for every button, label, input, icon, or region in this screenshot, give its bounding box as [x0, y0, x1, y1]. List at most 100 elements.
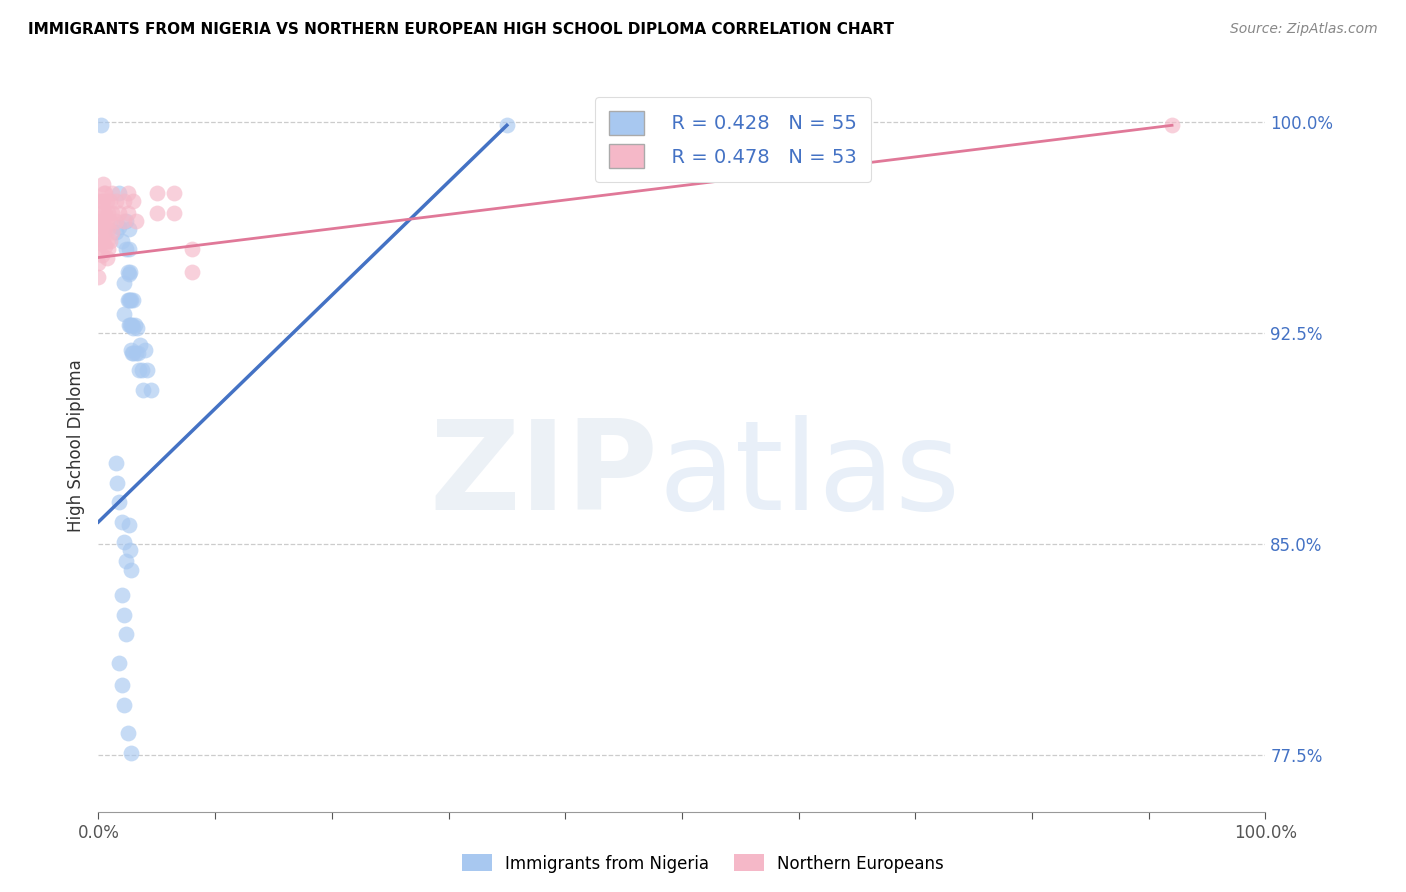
Point: [87, 242, 110, 256]
Point: [180, 242, 202, 256]
Point: [117, 264, 139, 278]
Point: [91, 234, 114, 248]
Point: [90, 214, 112, 228]
Point: [122, 293, 145, 307]
Point: [112, 534, 135, 549]
Text: ZIP: ZIP: [430, 415, 658, 536]
Point: [112, 276, 135, 290]
Point: [96, 234, 118, 248]
Text: Source: ZipAtlas.com: Source: ZipAtlas.com: [1230, 22, 1378, 37]
Point: [108, 205, 131, 219]
Point: [139, 383, 162, 397]
Point: [87, 227, 110, 242]
Point: [108, 186, 131, 200]
Point: [104, 194, 127, 209]
Point: [91, 214, 114, 228]
Point: [112, 194, 135, 209]
Point: [108, 495, 131, 509]
Point: [118, 318, 141, 332]
Point: [118, 517, 141, 532]
Legend:   R = 0.428   N = 55,   R = 0.478   N = 53: R = 0.428 N = 55, R = 0.478 N = 53: [595, 97, 870, 182]
Point: [115, 214, 138, 228]
Point: [101, 225, 124, 239]
Point: [112, 607, 135, 622]
Point: [124, 318, 146, 332]
Point: [129, 337, 152, 351]
Point: [98, 194, 121, 209]
Point: [131, 363, 153, 377]
Text: atlas: atlas: [658, 415, 960, 536]
Point: [98, 234, 121, 248]
Point: [87, 214, 110, 228]
Point: [118, 293, 141, 307]
Point: [98, 214, 121, 228]
Point: [122, 346, 145, 360]
Point: [104, 225, 127, 239]
Point: [90, 205, 112, 219]
Point: [91, 194, 114, 209]
Point: [101, 186, 124, 200]
Point: [93, 222, 115, 236]
Point: [111, 234, 134, 248]
Point: [118, 268, 141, 282]
Point: [97, 242, 120, 256]
Point: [122, 321, 145, 335]
Point: [120, 293, 142, 307]
Point: [1161, 118, 1184, 132]
Point: [132, 383, 155, 397]
Point: [118, 222, 141, 236]
Point: [93, 186, 115, 200]
Point: [117, 726, 139, 740]
Point: [94, 205, 117, 219]
Point: [90, 227, 112, 242]
Point: [118, 318, 141, 332]
Point: [117, 186, 139, 200]
Point: [104, 214, 127, 228]
Point: [111, 515, 134, 529]
Point: [97, 205, 120, 219]
Point: [87, 270, 110, 285]
Point: [97, 222, 120, 236]
Legend: Immigrants from Nigeria, Northern Europeans: Immigrants from Nigeria, Northern Europe…: [456, 847, 950, 880]
Text: IMMIGRANTS FROM NIGERIA VS NORTHERN EUROPEAN HIGH SCHOOL DIPLOMA CORRELATION CHA: IMMIGRANTS FROM NIGERIA VS NORTHERN EURO…: [28, 22, 894, 37]
Point: [90, 194, 112, 209]
Point: [108, 656, 131, 670]
Point: [90, 248, 112, 262]
Point: [146, 205, 169, 219]
Point: [117, 205, 139, 219]
Point: [121, 346, 143, 360]
Point: [87, 194, 110, 209]
Point: [112, 214, 135, 228]
Point: [125, 321, 148, 335]
Point: [120, 746, 142, 760]
Point: [115, 242, 138, 256]
Point: [121, 318, 143, 332]
Point: [96, 214, 118, 228]
Point: [90, 219, 112, 234]
Point: [180, 264, 202, 278]
Point: [120, 318, 142, 332]
Point: [115, 627, 138, 641]
Point: [134, 343, 156, 358]
Point: [120, 563, 142, 577]
Point: [101, 205, 124, 219]
Point: [108, 219, 131, 234]
Point: [91, 178, 114, 192]
Point: [93, 205, 115, 219]
Point: [94, 186, 117, 200]
Point: [104, 456, 127, 470]
Point: [118, 264, 141, 278]
Point: [111, 678, 134, 692]
Point: [163, 186, 186, 200]
Point: [105, 475, 128, 490]
Point: [118, 293, 141, 307]
Point: [115, 554, 138, 568]
Point: [90, 236, 112, 251]
Point: [112, 698, 135, 712]
Point: [128, 363, 150, 377]
Point: [87, 256, 110, 270]
Point: [122, 194, 145, 209]
Point: [146, 186, 169, 200]
Point: [127, 346, 149, 360]
Point: [117, 293, 139, 307]
